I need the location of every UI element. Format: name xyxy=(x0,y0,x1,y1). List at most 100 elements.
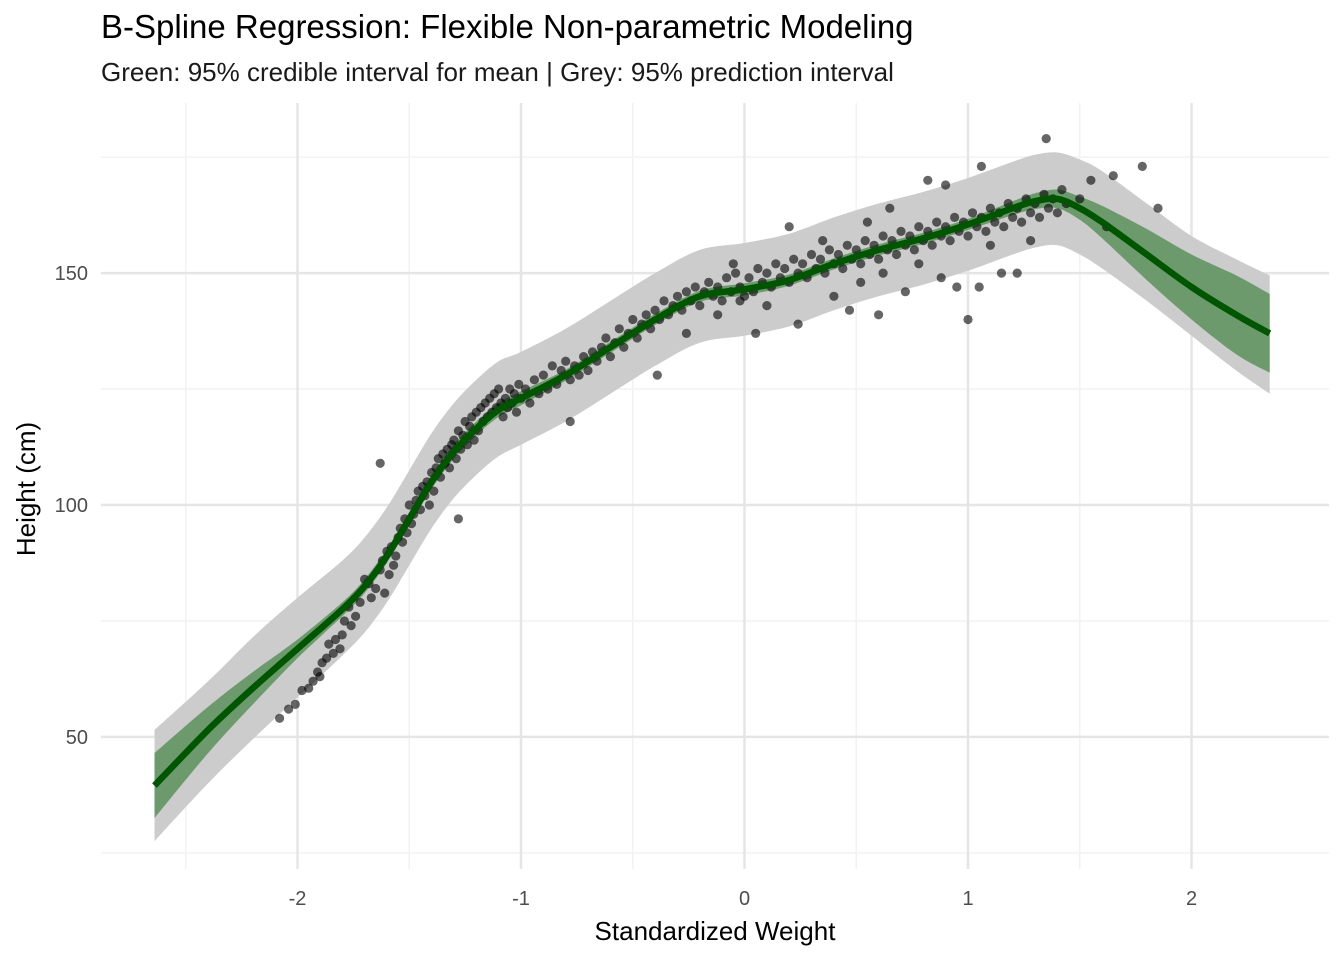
data-point xyxy=(844,305,855,315)
data-point xyxy=(509,389,519,399)
data-point xyxy=(538,370,549,380)
x-tick-label: 2 xyxy=(1186,888,1197,910)
chart-subtitle: Green: 95% credible interval for mean | … xyxy=(101,57,894,87)
data-point xyxy=(731,268,741,278)
data-point xyxy=(999,222,1009,232)
data-point xyxy=(860,236,870,246)
tick-labels: -2 -1 0 1 2 50 100 150 xyxy=(55,263,1197,910)
data-point xyxy=(762,301,772,311)
data-point xyxy=(927,240,937,250)
data-point xyxy=(337,630,347,640)
data-point xyxy=(304,683,314,693)
data-point xyxy=(950,212,960,222)
data-point xyxy=(909,245,920,255)
data-point xyxy=(547,361,557,371)
data-point xyxy=(366,593,376,603)
chart-title: B-Spline Regression: Flexible Non-parame… xyxy=(101,8,914,45)
data-point xyxy=(753,263,763,274)
data-point xyxy=(967,208,978,218)
data-point xyxy=(914,222,924,232)
data-point xyxy=(371,583,381,594)
data-point xyxy=(878,231,888,241)
data-point xyxy=(583,365,593,376)
data-point xyxy=(498,412,508,422)
data-point xyxy=(722,273,732,283)
data-point xyxy=(500,393,510,403)
data-point xyxy=(328,648,338,659)
data-point xyxy=(862,217,873,227)
data-point xyxy=(963,231,973,241)
data-point xyxy=(681,328,692,338)
data-point xyxy=(1137,161,1147,171)
data-point xyxy=(404,500,414,510)
data-point xyxy=(628,314,638,325)
data-point xyxy=(851,245,861,255)
data-point xyxy=(1012,268,1022,278)
credible-band-area xyxy=(154,189,1270,819)
data-point xyxy=(874,310,884,320)
data-point xyxy=(1026,236,1036,246)
data-point xyxy=(818,236,828,246)
data-point xyxy=(525,398,535,408)
data-point xyxy=(324,639,334,649)
data-point xyxy=(806,249,817,260)
data-point xyxy=(1057,185,1067,195)
data-point xyxy=(391,551,401,561)
data-point xyxy=(444,463,455,473)
data-point xyxy=(932,217,942,227)
data-point xyxy=(798,259,808,269)
data-point xyxy=(914,259,924,269)
data-point xyxy=(976,161,987,171)
data-point xyxy=(380,588,390,598)
data-point xyxy=(1108,171,1118,181)
data-point xyxy=(690,282,700,292)
data-point xyxy=(565,416,575,427)
y-tick-label: 50 xyxy=(66,727,88,749)
data-point xyxy=(878,268,888,278)
data-point xyxy=(744,273,754,283)
data-point xyxy=(632,333,642,343)
y-tick-label: 100 xyxy=(55,495,88,517)
data-point xyxy=(514,379,524,389)
data-point xyxy=(717,296,727,306)
data-point xyxy=(856,277,866,287)
data-point xyxy=(833,249,844,260)
x-tick-label: -1 xyxy=(512,888,530,910)
data-point xyxy=(355,597,365,608)
data-point xyxy=(429,486,439,496)
mean-curve xyxy=(152,195,1272,788)
data-point xyxy=(963,314,973,325)
data-point xyxy=(704,277,714,287)
data-point xyxy=(308,676,318,686)
data-point xyxy=(275,713,285,723)
data-point xyxy=(981,226,991,236)
data-point xyxy=(874,254,884,264)
data-point xyxy=(695,301,705,311)
data-point xyxy=(824,245,835,255)
data-point xyxy=(784,222,794,232)
data-point xyxy=(424,500,434,510)
data-point xyxy=(771,259,781,269)
data-point xyxy=(891,249,902,260)
data-point xyxy=(762,268,772,278)
data-point xyxy=(885,203,895,213)
data-point xyxy=(728,259,738,269)
data-point xyxy=(652,370,662,380)
data-point xyxy=(985,203,996,213)
data-point xyxy=(1043,203,1054,213)
x-axis-title: Standardized Weight xyxy=(595,916,837,946)
data-point xyxy=(681,287,692,297)
y-axis-title: Height (cm) xyxy=(11,422,41,556)
x-tick-label: 1 xyxy=(962,888,973,910)
data-point xyxy=(672,291,683,301)
data-point xyxy=(284,704,294,714)
data-point xyxy=(290,699,300,710)
data-point xyxy=(838,263,848,274)
data-point xyxy=(1026,208,1036,218)
data-point xyxy=(529,375,540,385)
data-point xyxy=(330,634,341,645)
data-point xyxy=(453,514,463,524)
data-point xyxy=(375,458,385,468)
data-point xyxy=(650,305,660,315)
